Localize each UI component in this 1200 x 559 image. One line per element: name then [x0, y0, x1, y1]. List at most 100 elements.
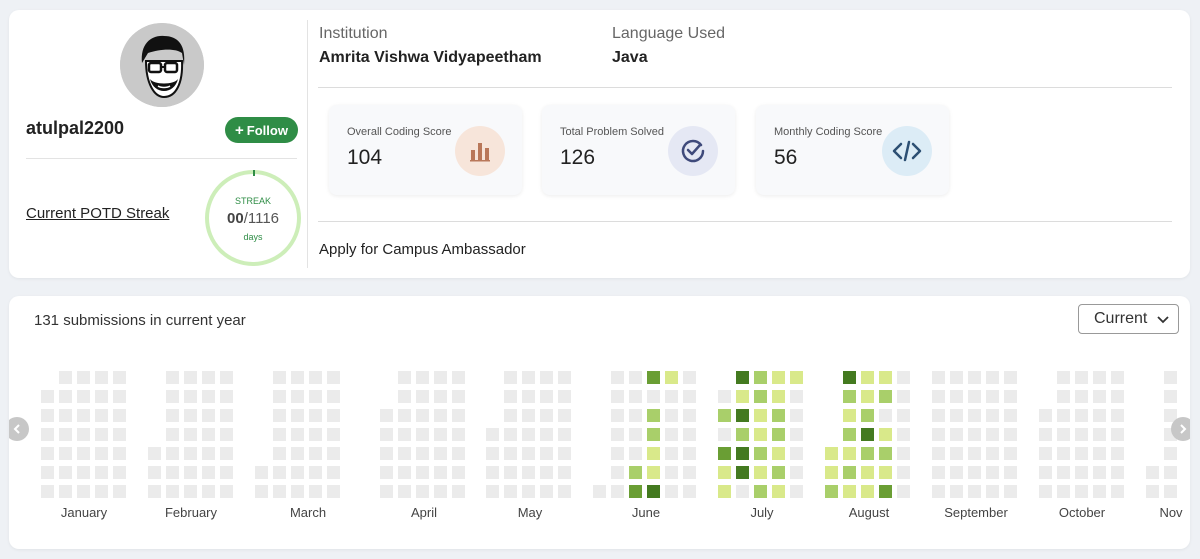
heatmap-cell[interactable]: [1004, 409, 1017, 422]
heatmap-cell[interactable]: [184, 390, 197, 403]
heatmap-cell[interactable]: [273, 409, 286, 422]
heatmap-cell[interactable]: [790, 409, 803, 422]
heatmap-cell[interactable]: [398, 371, 411, 384]
heatmap-cell[interactable]: [1164, 447, 1177, 460]
heatmap-cell[interactable]: [1075, 409, 1088, 422]
heatmap-cell[interactable]: [629, 428, 642, 441]
heatmap-cell[interactable]: [647, 428, 660, 441]
heatmap-cell[interactable]: [434, 485, 447, 498]
heatmap-cell[interactable]: [540, 485, 553, 498]
heatmap-cell[interactable]: [665, 390, 678, 403]
heatmap-cell[interactable]: [1093, 447, 1106, 460]
heatmap-cell[interactable]: [897, 390, 910, 403]
heatmap-cell[interactable]: [772, 371, 785, 384]
heatmap-cell[interactable]: [113, 428, 126, 441]
heatmap-cell[interactable]: [148, 447, 161, 460]
heatmap-cell[interactable]: [522, 485, 535, 498]
heatmap-cell[interactable]: [986, 466, 999, 479]
heatmap-cell[interactable]: [522, 390, 535, 403]
heatmap-cell[interactable]: [380, 485, 393, 498]
heatmap-cell[interactable]: [718, 466, 731, 479]
heatmap-cell[interactable]: [772, 428, 785, 441]
heatmap-cell[interactable]: [504, 466, 517, 479]
heatmap-cell[interactable]: [202, 485, 215, 498]
heatmap-cell[interactable]: [1039, 485, 1052, 498]
heatmap-cell[interactable]: [861, 371, 874, 384]
heatmap-cell[interactable]: [1075, 447, 1088, 460]
heatmap-cell[interactable]: [879, 447, 892, 460]
heatmap-cell[interactable]: [41, 447, 54, 460]
heatmap-cell[interactable]: [1004, 447, 1017, 460]
heatmap-cell[interactable]: [95, 409, 108, 422]
heatmap-cell[interactable]: [950, 428, 963, 441]
heatmap-cell[interactable]: [59, 428, 72, 441]
heatmap-cell[interactable]: [665, 409, 678, 422]
heatmap-cell[interactable]: [434, 428, 447, 441]
heatmap-cell[interactable]: [665, 428, 678, 441]
heatmap-cell[interactable]: [113, 447, 126, 460]
heatmap-cell[interactable]: [1039, 409, 1052, 422]
heatmap-cell[interactable]: [968, 466, 981, 479]
heatmap-cell[interactable]: [683, 428, 696, 441]
heatmap-cell[interactable]: [968, 371, 981, 384]
prev-arrow-button[interactable]: [9, 417, 29, 441]
heatmap-cell[interactable]: [1111, 390, 1124, 403]
heatmap-cell[interactable]: [504, 447, 517, 460]
heatmap-cell[interactable]: [1075, 390, 1088, 403]
heatmap-cell[interactable]: [932, 409, 945, 422]
heatmap-cell[interactable]: [416, 428, 429, 441]
heatmap-cell[interactable]: [647, 466, 660, 479]
heatmap-cell[interactable]: [220, 390, 233, 403]
heatmap-cell[interactable]: [790, 371, 803, 384]
heatmap-cell[interactable]: [273, 485, 286, 498]
heatmap-cell[interactable]: [629, 447, 642, 460]
heatmap-cell[interactable]: [327, 485, 340, 498]
heatmap-cell[interactable]: [77, 485, 90, 498]
heatmap-cell[interactable]: [790, 447, 803, 460]
heatmap-cell[interactable]: [861, 428, 874, 441]
heatmap-cell[interactable]: [1111, 371, 1124, 384]
heatmap-cell[interactable]: [1004, 371, 1017, 384]
heatmap-cell[interactable]: [1093, 409, 1106, 422]
heatmap-cell[interactable]: [897, 447, 910, 460]
heatmap-cell[interactable]: [790, 390, 803, 403]
heatmap-cell[interactable]: [291, 466, 304, 479]
heatmap-cell[interactable]: [736, 447, 749, 460]
heatmap-cell[interactable]: [273, 428, 286, 441]
heatmap-cell[interactable]: [540, 428, 553, 441]
heatmap-cell[interactable]: [897, 428, 910, 441]
heatmap-cell[interactable]: [486, 485, 499, 498]
heatmap-cell[interactable]: [950, 371, 963, 384]
heatmap-cell[interactable]: [1164, 485, 1177, 498]
heatmap-cell[interactable]: [59, 371, 72, 384]
heatmap-cell[interactable]: [1111, 485, 1124, 498]
heatmap-cell[interactable]: [522, 447, 535, 460]
heatmap-cell[interactable]: [166, 447, 179, 460]
heatmap-cell[interactable]: [1039, 447, 1052, 460]
heatmap-cell[interactable]: [540, 409, 553, 422]
heatmap-cell[interactable]: [1111, 447, 1124, 460]
heatmap-cell[interactable]: [736, 485, 749, 498]
heatmap-cell[interactable]: [452, 485, 465, 498]
heatmap-cell[interactable]: [683, 447, 696, 460]
next-arrow-button[interactable]: [1171, 417, 1190, 441]
heatmap-cell[interactable]: [1004, 485, 1017, 498]
heatmap-cell[interactable]: [309, 371, 322, 384]
heatmap-cell[interactable]: [665, 447, 678, 460]
potd-streak-link[interactable]: Current POTD Streak: [26, 205, 170, 222]
heatmap-cell[interactable]: [504, 485, 517, 498]
heatmap-cell[interactable]: [879, 371, 892, 384]
heatmap-cell[interactable]: [504, 371, 517, 384]
heatmap-cell[interactable]: [452, 466, 465, 479]
heatmap-cell[interactable]: [879, 428, 892, 441]
heatmap-cell[interactable]: [291, 447, 304, 460]
heatmap-cell[interactable]: [843, 371, 856, 384]
heatmap-cell[interactable]: [95, 466, 108, 479]
heatmap-cell[interactable]: [59, 390, 72, 403]
heatmap-cell[interactable]: [1075, 371, 1088, 384]
heatmap-cell[interactable]: [611, 428, 624, 441]
heatmap-cell[interactable]: [629, 409, 642, 422]
heatmap-cell[interactable]: [59, 466, 72, 479]
heatmap-cell[interactable]: [1057, 485, 1070, 498]
heatmap-cell[interactable]: [665, 371, 678, 384]
